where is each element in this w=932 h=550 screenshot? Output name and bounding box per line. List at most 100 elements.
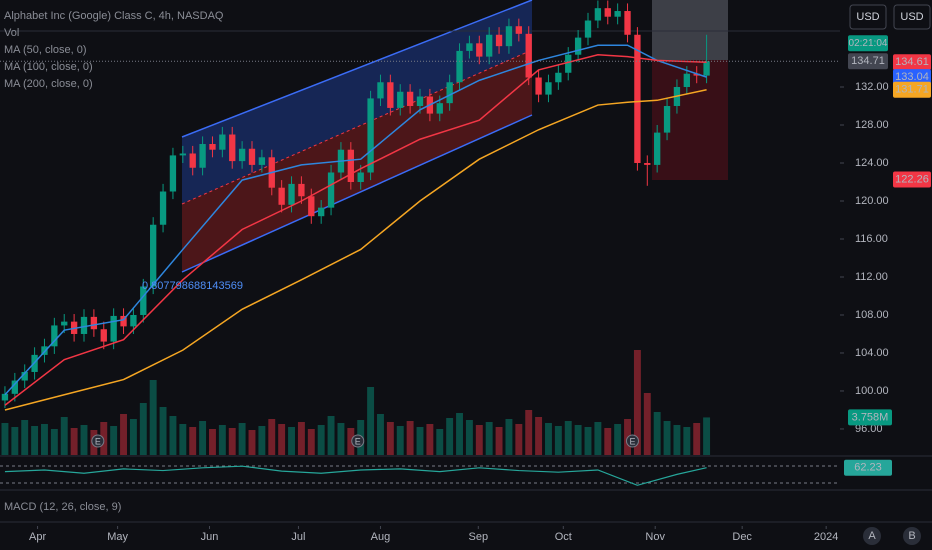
- legend-ma: MA (50, close, 0): [4, 44, 87, 56]
- currency-button-label[interactable]: USD: [900, 11, 923, 23]
- volume-tag: [848, 409, 892, 426]
- scale-button[interactable]: [863, 527, 881, 545]
- candle-body: [179, 153, 186, 156]
- currency-button[interactable]: [893, 4, 931, 30]
- earnings-label: E: [629, 436, 635, 446]
- candle-body: [258, 157, 266, 165]
- y-tick-label: 124.00: [855, 157, 889, 169]
- y-tick-label: 120.00: [855, 195, 889, 207]
- candle-body: [515, 26, 522, 34]
- candle-body: [298, 183, 305, 197]
- volume-bar: [297, 422, 305, 455]
- volume-bar: [465, 420, 473, 455]
- candle-body: [308, 196, 315, 217]
- volume-bar: [633, 350, 641, 455]
- volume-bar: [199, 421, 207, 455]
- candle-body: [456, 50, 463, 83]
- volume-bar: [564, 421, 572, 455]
- candle-body: [219, 134, 226, 150]
- volume-bar: [693, 423, 701, 455]
- earnings-label: E: [355, 436, 361, 446]
- volume-bar: [110, 426, 118, 455]
- candle-body: [535, 77, 542, 95]
- x-tick-label: Aug: [371, 531, 391, 543]
- rsi-line: [4, 465, 707, 486]
- volume-bar: [377, 414, 384, 455]
- candle-body: [634, 34, 641, 164]
- candle-body: [446, 82, 453, 104]
- volume-bar: [475, 425, 483, 455]
- candle-body: [80, 316, 88, 334]
- candle-body: [683, 73, 690, 88]
- x-tick-label: Dec: [732, 531, 752, 543]
- candle-body: [525, 33, 532, 78]
- candle-body: [624, 11, 631, 35]
- price-tag-label: 122.26: [895, 173, 929, 185]
- volume-bar: [436, 429, 444, 455]
- scale-button-label[interactable]: A: [868, 530, 876, 542]
- channel-label: 0.807798688143569: [142, 280, 243, 292]
- volume-bar: [149, 380, 157, 455]
- volume-bar: [1, 423, 9, 455]
- candle-body: [416, 96, 424, 107]
- candle-body: [327, 172, 335, 208]
- candle-body: [21, 371, 28, 381]
- candle-body: [229, 134, 236, 162]
- volume-bar: [406, 421, 414, 455]
- candle-body: [150, 224, 157, 287]
- volume-bar: [515, 424, 523, 455]
- x-tick-label: Jun: [201, 531, 219, 543]
- candle-body: [654, 132, 661, 165]
- volume-bar: [60, 417, 68, 455]
- x-tick-label: 2024: [814, 531, 838, 543]
- x-tick-label: May: [107, 531, 128, 543]
- channel-upper: [182, 0, 532, 204]
- currency-button[interactable]: [849, 4, 887, 30]
- legend-macd: MACD (12, 26, close, 9): [4, 501, 121, 513]
- volume-bar: [248, 430, 256, 455]
- candle-body: [90, 316, 98, 330]
- volume-bar: [604, 428, 612, 455]
- earnings-marker: [625, 434, 639, 448]
- candle-body: [584, 20, 592, 38]
- legend-ma: MA (100, close, 0): [4, 61, 93, 73]
- volume-bar: [337, 423, 345, 455]
- earnings-marker: [91, 434, 105, 448]
- x-tick-label: Apr: [29, 531, 46, 543]
- channel-top: [181, 0, 533, 138]
- candle-body: [505, 26, 513, 47]
- candle-body: [604, 8, 611, 17]
- scale-button-label[interactable]: B: [908, 530, 915, 542]
- candle-body: [397, 91, 404, 108]
- volume-bar: [663, 421, 671, 455]
- price-tag: [893, 69, 931, 86]
- volume-bar: [584, 427, 592, 455]
- volume-bar: [456, 413, 463, 455]
- volume-bar: [554, 426, 562, 455]
- volume-bar: [228, 428, 236, 455]
- volume-bar: [703, 417, 711, 455]
- candle-body: [663, 106, 671, 133]
- currency-button-label[interactable]: USD: [856, 11, 879, 23]
- price-tag: [893, 171, 931, 188]
- volume-tag-label: 3.758M: [852, 411, 889, 423]
- price-tag: [893, 81, 931, 98]
- volume-bar: [258, 426, 266, 455]
- stop-box: [652, 60, 728, 180]
- x-tick-label: Oct: [555, 531, 572, 543]
- volume-bar: [21, 420, 29, 455]
- candle-body: [574, 37, 582, 55]
- volume-bar: [574, 425, 582, 455]
- y-tick-label: 104.00: [855, 347, 889, 359]
- candle-body: [565, 54, 572, 73]
- volume-bar: [80, 425, 88, 455]
- candle-body: [693, 73, 700, 76]
- candle-body: [703, 61, 710, 76]
- candle-body: [357, 172, 364, 182]
- scale-button[interactable]: [903, 527, 921, 545]
- y-tick-label: 132.00: [855, 81, 889, 93]
- moving-average: [4, 89, 707, 411]
- candle-body: [209, 144, 216, 150]
- volume-bar: [209, 429, 216, 455]
- candle-body: [387, 82, 394, 108]
